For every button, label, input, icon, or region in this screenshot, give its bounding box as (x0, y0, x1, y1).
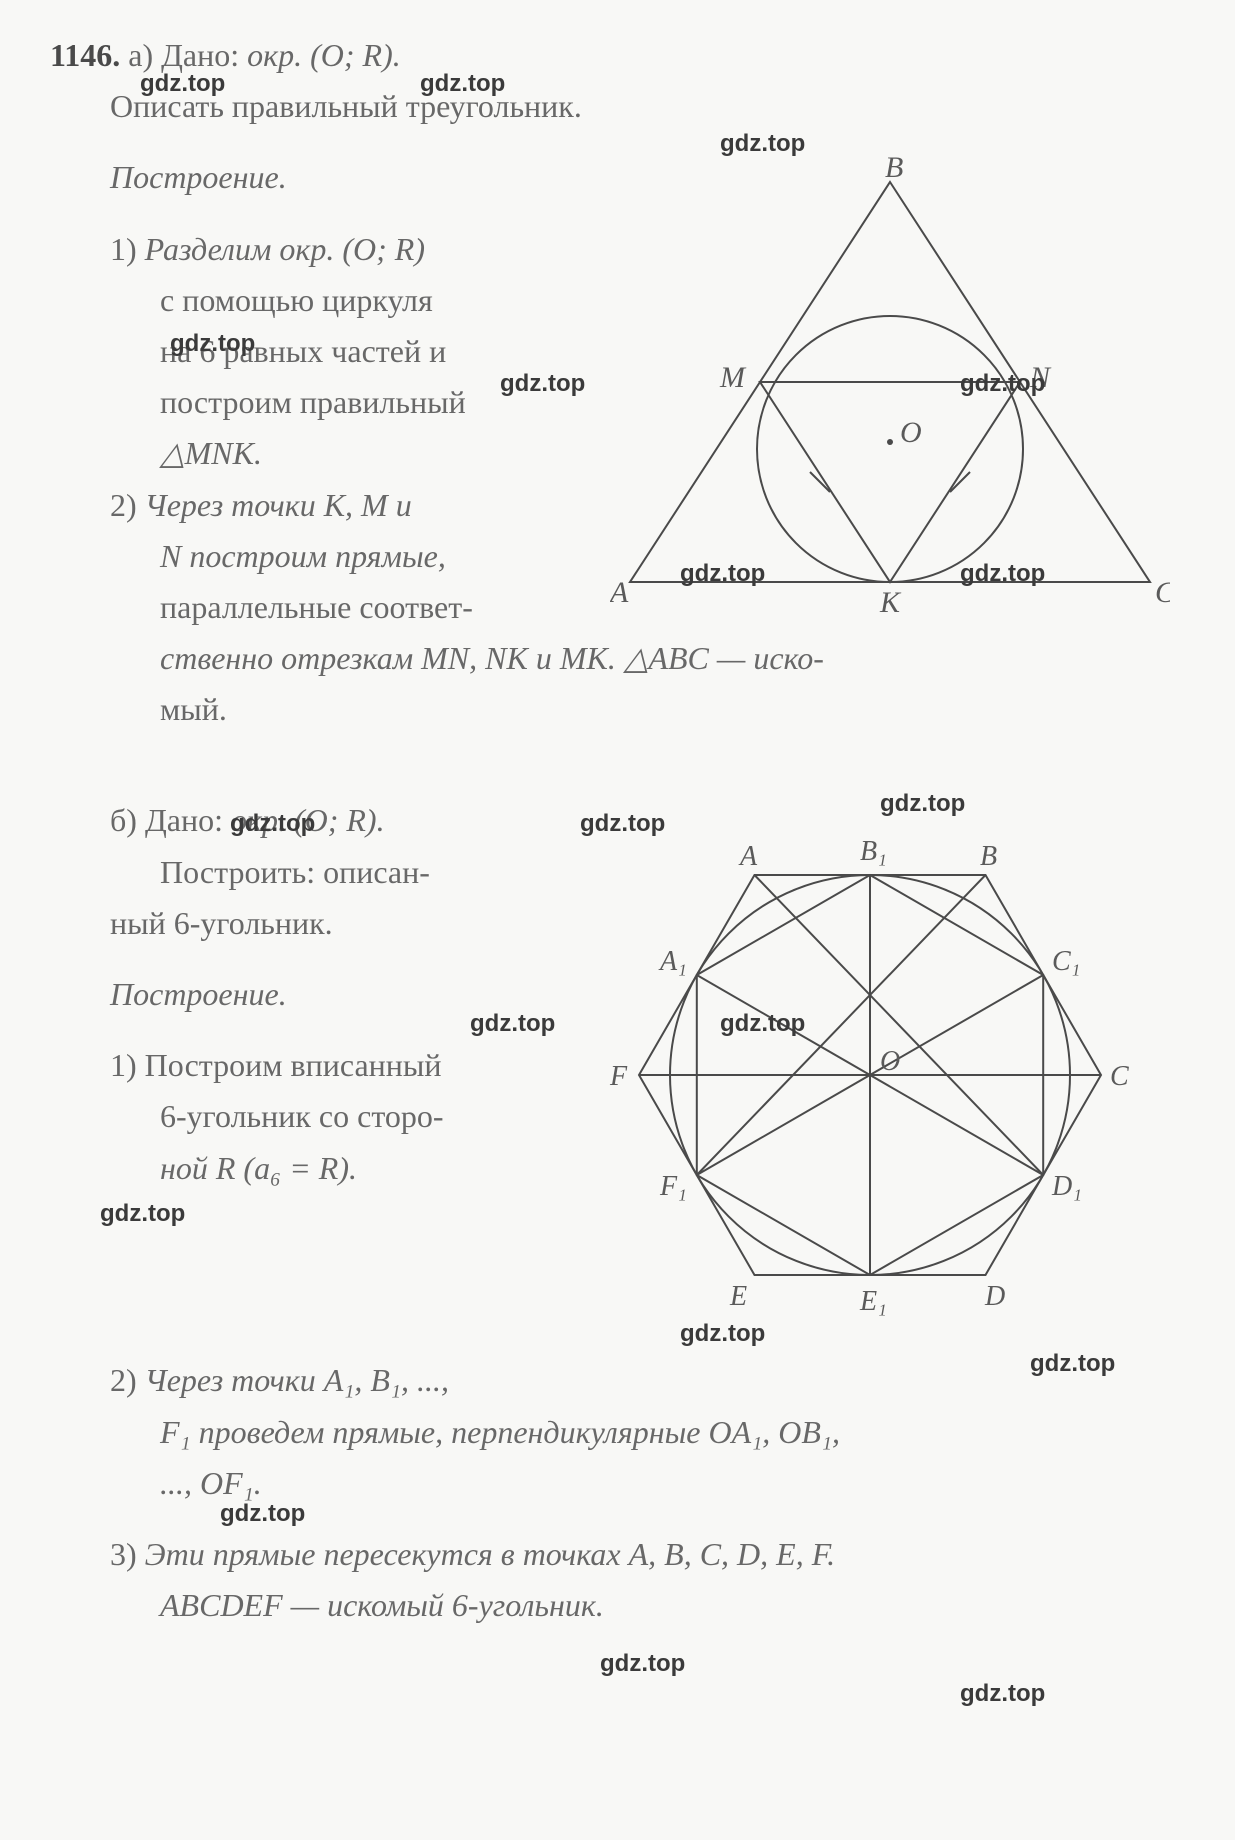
lbl-F2: F (609, 1061, 628, 1092)
b-step1-num: 1) (110, 1047, 137, 1083)
task-b-l2: ный 6-угольник. (50, 898, 570, 949)
a-s1-t1: Разделим окр. (O; R) (145, 231, 425, 267)
section-b: б) Дано: окр. (O; R). Построить: описан-… (50, 795, 1185, 1631)
b-s1-l3: ной R (a₆ = R). (50, 1143, 570, 1194)
b-s2-t1: Через точки A₁, B₁, ..., (145, 1362, 449, 1398)
b-s2-l1: 2) Через точки A₁, B₁, ..., (50, 1355, 1185, 1406)
lbl-O2: O (880, 1046, 900, 1077)
given-label-b: б) Дано: (110, 802, 223, 838)
lbl-E2: E (729, 1281, 747, 1312)
watermark: gdz.top (960, 1680, 1045, 1708)
section-a: 1146. а) Дано: окр. (O; R). Описать прав… (50, 30, 1185, 735)
a-step1-num: 1) (110, 231, 137, 267)
given-text-b: окр. (O; R). (231, 802, 385, 838)
task-b-l1: Построить: описан- (50, 847, 570, 898)
task-a: Описать правильный треугольник. (50, 81, 1185, 132)
figure-a: B A C M N K O (610, 152, 1170, 612)
lbl-A: A (610, 576, 629, 609)
lbl-B1: B₁ (860, 836, 887, 867)
b-s1-l2: 6-угольник со сторо- (50, 1091, 570, 1142)
hexagon-diagram: A B₁ B A₁ C₁ F C O F₁ D₁ E E₁ D (570, 795, 1170, 1355)
given-label-a: а) Дано: (128, 37, 239, 73)
triangle-diagram: B A C M N K O (610, 152, 1170, 612)
lbl-B2: B (980, 841, 997, 872)
a-s2-l2: N построим прямые, (50, 531, 610, 582)
line-given-a: 1146. а) Дано: окр. (O; R). (50, 30, 1185, 81)
b-s3-l2: ABCDEF — искомый 6-угольник. (50, 1580, 1185, 1631)
a-s1-l2: с помощью циркуля (50, 275, 610, 326)
a-s2-l5: мый. (50, 684, 1185, 735)
lbl-C2: C (1110, 1061, 1129, 1092)
given-text-a: окр. (O; R). (247, 37, 401, 73)
b-step2-num: 2) (110, 1362, 137, 1398)
lbl-F1: F₁ (659, 1171, 687, 1202)
figure-b: A B₁ B A₁ C₁ F C O F₁ D₁ E E₁ D (570, 795, 1170, 1355)
lbl-A1: A₁ (658, 946, 687, 977)
b-s2-l2: F₁ проведем прямые, перпендикулярные OA₁… (50, 1407, 1185, 1458)
lbl-E1: E₁ (859, 1286, 887, 1317)
a-s1-l1: 1) Разделим окр. (O; R) (50, 224, 610, 275)
lbl-B: B (885, 152, 903, 184)
a-step2-num: 2) (110, 487, 137, 523)
b-s1-l1: 1) Построим вписанный (50, 1040, 570, 1091)
a-s1-l3: на 6 равных частей и (50, 326, 610, 377)
lbl-C1: C₁ (1052, 946, 1080, 977)
b-s1-t1: Построим вписанный (145, 1047, 442, 1083)
lbl-D2: D (984, 1281, 1005, 1312)
a-s2-t1: Через точки K, M и (145, 487, 412, 523)
b-step3-num: 3) (110, 1536, 137, 1572)
given-b: б) Дано: окр. (O; R). (50, 795, 570, 846)
problem-number: 1146. (50, 37, 120, 73)
lbl-N: N (1029, 361, 1052, 394)
lbl-A2: A (738, 841, 758, 872)
construction-heading-a: Построение. (50, 152, 610, 203)
b-s3-l1: 3) Эти прямые пересекутся в точках A, B,… (50, 1529, 1185, 1580)
a-s2-l3: параллельные соответ- (50, 582, 610, 633)
b-s3-t1: Эти прямые пересекутся в точках A, B, C,… (145, 1536, 835, 1572)
construction-heading-b: Построение. (50, 969, 570, 1020)
lbl-C: C (1155, 576, 1170, 609)
lbl-M: M (719, 361, 747, 394)
a-s1-l5: △MNK. (50, 428, 610, 479)
watermark: gdz.top (600, 1650, 685, 1678)
a-s1-l4: построим правильный (50, 377, 610, 428)
lbl-O: O (900, 416, 922, 449)
lbl-D1: D₁ (1051, 1171, 1082, 1202)
b-s2-l3: ..., OF₁. (50, 1458, 1185, 1509)
a-s2-l4: ственно отрезкам MN, NK и MK. △ABC — иск… (50, 633, 1185, 684)
lbl-K: K (879, 586, 902, 612)
a-s2-l1: 2) Через точки K, M и (50, 480, 610, 531)
